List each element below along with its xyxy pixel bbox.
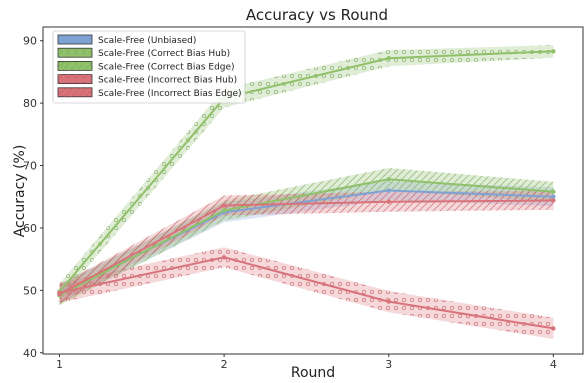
x-tick-label: 3 <box>385 358 392 371</box>
band-hatch-series-4 <box>59 191 554 304</box>
line-series-1 <box>58 50 554 293</box>
legend-box <box>52 30 246 104</box>
point-series-2 <box>386 177 391 182</box>
line-series-3 <box>59 256 554 330</box>
point-series-3 <box>551 326 556 331</box>
series-points <box>57 49 556 331</box>
point-series-1 <box>386 56 391 61</box>
point-series-0 <box>386 188 391 193</box>
y-axis-label: Accuracy (%) <box>12 145 28 238</box>
point-series-0 <box>551 194 556 199</box>
legend-entry-label: Scale-Free (Correct Bias Hub) <box>98 49 230 59</box>
point-series-4 <box>221 203 227 208</box>
point-series-4 <box>551 198 556 203</box>
y-tick-label: 40 <box>23 347 37 360</box>
legend-entry-label: Scale-Free (Incorrect Bias Hub) <box>98 76 237 86</box>
y-tick-label: 90 <box>23 35 37 48</box>
legend-entry-label: Scale-Free (Correct Bias Edge) <box>98 62 235 72</box>
y-tick-label: 70 <box>23 160 37 173</box>
legend-swatch <box>57 34 93 45</box>
series-lines <box>58 50 554 330</box>
legend: Scale-Free (Unbiased) Scale-Free (Correct… <box>52 30 246 104</box>
point-series-3 <box>221 255 227 260</box>
y-tick-label: 60 <box>23 222 37 235</box>
legend-swatch-hatch <box>58 61 92 71</box>
confidence-bands <box>59 45 554 339</box>
line-series-2 <box>59 178 554 297</box>
band-hatch-series-3 <box>59 247 554 339</box>
legend-swatch-hatch <box>58 87 92 97</box>
point-series-3 <box>386 299 391 304</box>
point-series-4 <box>57 291 62 297</box>
legend-swatch-hatch <box>58 74 92 84</box>
band-hatch-series-1 <box>59 45 554 300</box>
x-axis-ticks: 1 2 3 4 <box>56 354 557 371</box>
chart-title: Accuracy vs Round <box>246 6 388 24</box>
line-series-4 <box>59 199 554 295</box>
x-tick-label: 1 <box>56 358 63 371</box>
plot-frame <box>42 26 584 355</box>
y-axis-ticks: 40 50 60 70 80 90 <box>23 35 43 360</box>
x-tick-label: 4 <box>550 358 557 371</box>
legend-swatch-hatch <box>58 48 92 58</box>
point-series-2 <box>221 208 227 213</box>
y-tick-label: 50 <box>23 284 37 297</box>
point-series-4 <box>386 199 391 204</box>
x-axis-label: Round <box>291 365 335 381</box>
x-tick-label: 2 <box>221 358 228 371</box>
y-tick-label: 80 <box>23 97 37 110</box>
point-series-2 <box>551 189 556 194</box>
legend-entry-label: Scale-Free (Incorrect Bias Edge) <box>98 89 242 99</box>
legend-entry-label: Scale-Free (Unbiased) <box>98 36 196 46</box>
point-series-1 <box>551 49 556 54</box>
